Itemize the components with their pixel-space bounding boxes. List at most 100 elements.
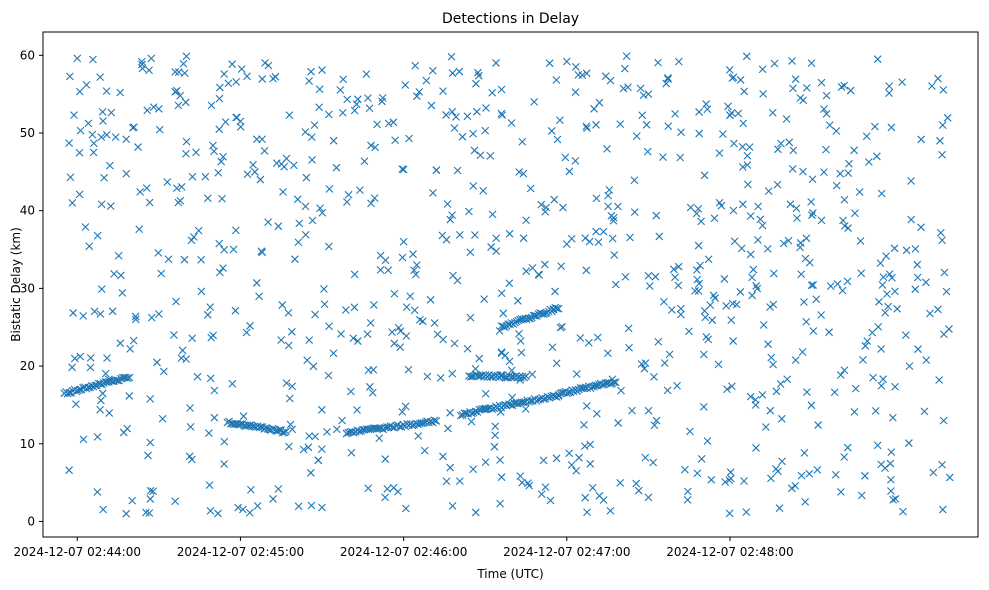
detection-point [448,369,457,378]
detection-point [526,184,535,193]
detection-point [256,175,265,184]
detection-point [81,223,90,231]
detection-point [580,420,588,429]
detection-point [116,88,125,97]
detection-point [547,127,556,135]
detection-point [770,59,779,68]
x-axis-label: Time (UTC) [476,567,543,581]
detection-point [888,273,896,282]
detection-point [758,221,767,230]
detection-point [693,469,702,478]
detection-point [769,300,778,309]
detection-point [110,270,118,278]
detection-point [432,166,441,174]
detection-point [402,303,411,312]
detection-point [215,239,224,248]
detection-point [308,216,317,225]
detection-point [938,460,946,469]
detection-point [98,389,107,398]
detection-point [488,210,497,219]
detection-point [904,439,913,447]
detection-point [269,495,277,503]
detection-point [399,237,408,246]
detection-point [145,66,153,75]
detection-point [885,82,894,91]
detection-point [228,379,237,388]
detection-point [729,337,738,345]
detection-point [383,484,392,493]
detection-point [922,278,930,287]
detection-point [123,374,132,383]
detection-point [279,188,287,196]
detection-point [557,262,566,271]
detection-point [106,202,115,210]
detection-point [822,109,831,118]
detection-point [632,479,641,488]
detection-point [210,386,219,395]
detection-point [406,292,415,301]
detection-point [917,135,926,144]
detection-point [637,360,646,368]
detection-point [390,339,399,348]
detection-point [802,388,811,396]
detection-point [245,508,254,517]
detection-point [553,304,561,313]
detection-point [886,475,895,484]
detection-point [470,146,479,155]
detection-point [364,484,373,493]
detection-point [255,423,264,432]
detection-point [187,236,196,245]
detection-point [474,71,483,80]
detection-point [644,493,653,502]
detection-point [851,209,859,218]
detection-point [861,471,869,480]
detection-point [215,94,224,103]
detection-point [625,343,633,352]
detection-point [369,365,378,374]
detection-point [98,107,107,116]
detection-point [676,304,685,313]
detection-point [516,472,525,481]
detection-point [427,101,436,110]
detection-point [76,126,85,135]
detection-point [488,88,497,97]
detection-point [318,503,326,512]
detection-point [774,145,782,154]
detection-point [759,321,768,329]
detection-point [439,335,448,344]
detection-point [97,285,106,294]
detection-point [364,94,372,103]
detection-point [561,153,570,162]
detection-point [685,327,693,336]
detection-point [572,466,581,475]
detection-point [305,432,314,440]
detection-point [96,310,105,318]
detection-point [305,336,314,344]
detection-point [130,123,138,132]
detection-point [837,83,846,91]
detection-point [739,119,748,128]
detection-point [634,486,643,495]
detection-point [439,87,447,95]
detection-point [497,109,506,118]
detection-point [410,306,419,315]
detection-point [660,359,669,367]
detection-point [401,81,410,89]
detection-point [496,456,504,464]
detection-point [592,194,601,203]
detection-point [367,199,375,208]
detection-point [516,337,525,345]
detection-point [899,507,907,516]
detection-point [229,245,238,254]
detection-point [68,363,76,372]
detection-point [264,218,272,227]
detection-point [114,251,123,260]
detection-point [610,251,619,259]
detection-point [736,76,745,84]
detection-point [398,408,407,416]
detection-point [920,407,929,416]
detection-point [736,288,745,296]
detection-point [214,168,223,177]
detection-point [172,184,181,193]
detection-point [242,328,251,337]
